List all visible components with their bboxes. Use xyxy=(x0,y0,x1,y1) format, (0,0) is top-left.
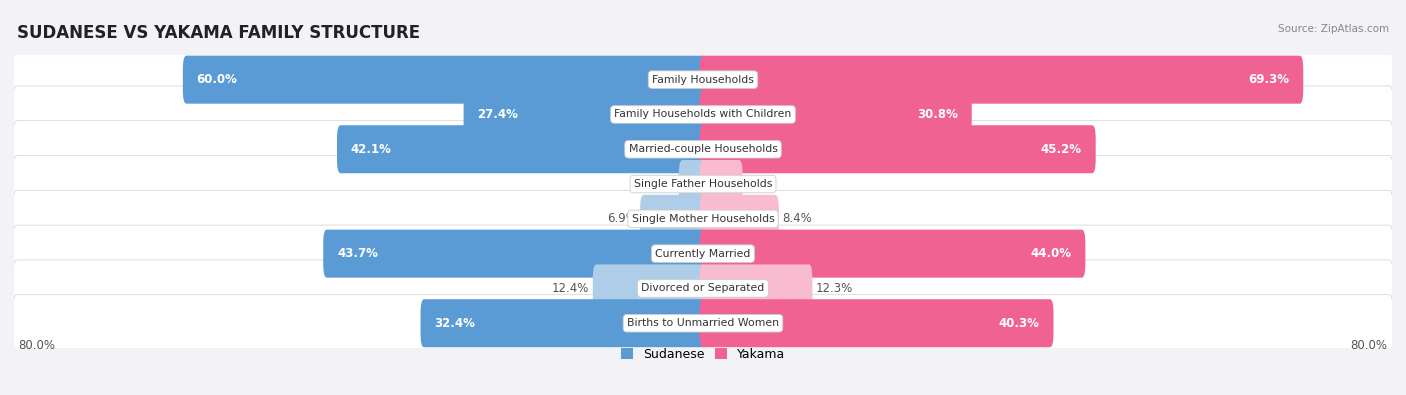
FancyBboxPatch shape xyxy=(13,190,1393,247)
Text: Divorced or Separated: Divorced or Separated xyxy=(641,284,765,293)
Text: 2.4%: 2.4% xyxy=(645,177,675,190)
Text: Births to Unmarried Women: Births to Unmarried Women xyxy=(627,318,779,328)
Text: 44.0%: 44.0% xyxy=(1031,247,1071,260)
FancyBboxPatch shape xyxy=(13,51,1393,108)
FancyBboxPatch shape xyxy=(700,299,1053,347)
FancyBboxPatch shape xyxy=(183,56,706,103)
Legend: Sudanese, Yakama: Sudanese, Yakama xyxy=(617,344,789,365)
Text: 43.7%: 43.7% xyxy=(337,247,378,260)
Text: 30.8%: 30.8% xyxy=(917,108,957,121)
FancyBboxPatch shape xyxy=(593,264,706,312)
Text: Source: ZipAtlas.com: Source: ZipAtlas.com xyxy=(1278,24,1389,34)
FancyBboxPatch shape xyxy=(464,90,706,139)
FancyBboxPatch shape xyxy=(700,229,1085,278)
FancyBboxPatch shape xyxy=(13,156,1393,213)
FancyBboxPatch shape xyxy=(679,160,706,208)
Text: 32.4%: 32.4% xyxy=(434,317,475,330)
FancyBboxPatch shape xyxy=(700,90,972,139)
FancyBboxPatch shape xyxy=(13,121,1393,178)
Text: 60.0%: 60.0% xyxy=(197,73,238,86)
FancyBboxPatch shape xyxy=(337,125,706,173)
FancyBboxPatch shape xyxy=(700,264,813,312)
Text: 12.4%: 12.4% xyxy=(553,282,589,295)
FancyBboxPatch shape xyxy=(13,295,1393,352)
Text: 69.3%: 69.3% xyxy=(1249,73,1289,86)
FancyBboxPatch shape xyxy=(323,229,706,278)
FancyBboxPatch shape xyxy=(700,56,1303,103)
Text: SUDANESE VS YAKAMA FAMILY STRUCTURE: SUDANESE VS YAKAMA FAMILY STRUCTURE xyxy=(17,24,420,42)
FancyBboxPatch shape xyxy=(420,299,706,347)
Text: 80.0%: 80.0% xyxy=(18,339,55,352)
Text: 45.2%: 45.2% xyxy=(1040,143,1083,156)
FancyBboxPatch shape xyxy=(13,225,1393,282)
FancyBboxPatch shape xyxy=(700,125,1095,173)
Text: 6.9%: 6.9% xyxy=(607,213,637,226)
FancyBboxPatch shape xyxy=(700,160,742,208)
Text: 42.1%: 42.1% xyxy=(350,143,392,156)
FancyBboxPatch shape xyxy=(13,86,1393,143)
Text: Married-couple Households: Married-couple Households xyxy=(628,144,778,154)
Text: Family Households: Family Households xyxy=(652,75,754,85)
Text: 80.0%: 80.0% xyxy=(1351,339,1388,352)
Text: 27.4%: 27.4% xyxy=(478,108,519,121)
FancyBboxPatch shape xyxy=(700,195,779,243)
Text: 12.3%: 12.3% xyxy=(815,282,853,295)
Text: 40.3%: 40.3% xyxy=(998,317,1039,330)
Text: Currently Married: Currently Married xyxy=(655,248,751,259)
FancyBboxPatch shape xyxy=(640,195,706,243)
Text: Family Households with Children: Family Households with Children xyxy=(614,109,792,119)
Text: Single Mother Households: Single Mother Households xyxy=(631,214,775,224)
Text: 4.2%: 4.2% xyxy=(747,177,776,190)
Text: 8.4%: 8.4% xyxy=(782,213,813,226)
FancyBboxPatch shape xyxy=(13,260,1393,317)
Text: Single Father Households: Single Father Households xyxy=(634,179,772,189)
